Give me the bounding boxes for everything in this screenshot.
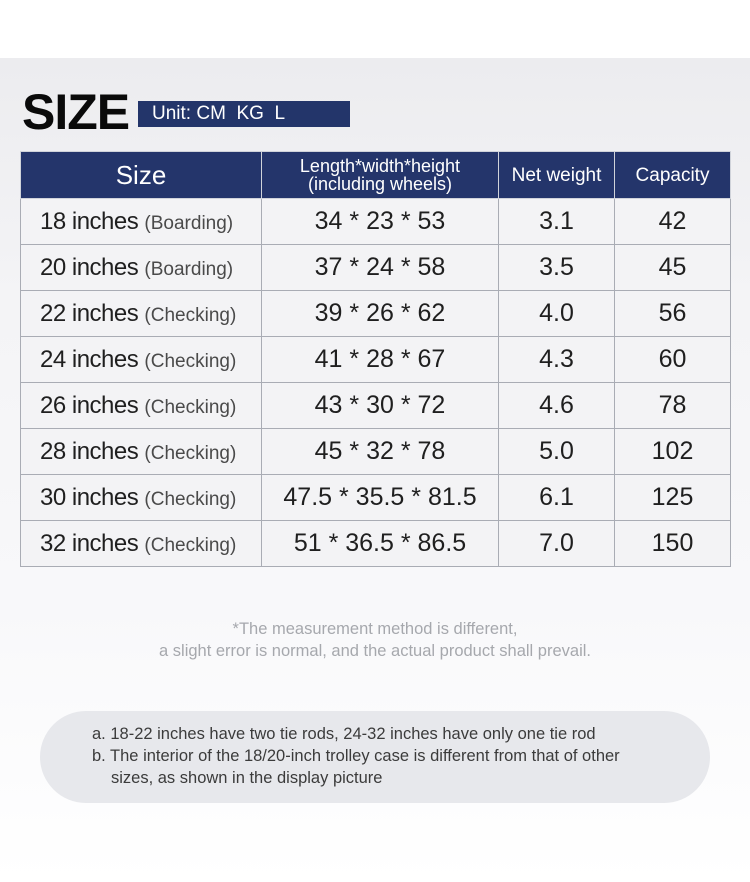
size-value: 24 inches xyxy=(40,345,139,373)
net-weight-cell: 4.3 xyxy=(498,336,615,383)
size-value: 22 inches xyxy=(40,299,139,327)
net-weight-cell: 3.5 xyxy=(498,244,615,291)
capacity-cell: 60 xyxy=(614,336,731,383)
table-body: 18 inches (Boarding) 34 * 23 * 53 3.1 42 20 … xyxy=(20,198,731,567)
table-row: 26 inches (Checking) 43 * 30 * 72 4.6 78 xyxy=(20,382,731,429)
table-row: 32 inches (Checking) 51 * 36.5 * 86.5 7.0 1… xyxy=(20,520,731,567)
note-a: a. 18-22 inches have two tie rods, 24-32… xyxy=(92,725,596,743)
column-header-size: Size xyxy=(20,151,262,199)
size-type: (Checking) xyxy=(144,488,237,510)
size-value: 20 inches xyxy=(40,253,139,281)
size-type: (Checking) xyxy=(144,350,237,372)
capacity-cell: 42 xyxy=(614,198,731,245)
size-cell: 20 inches (Boarding) xyxy=(20,244,262,291)
size-type: (Boarding) xyxy=(144,258,234,280)
table-header-row: Size Length*width*height (including whee… xyxy=(20,151,731,199)
dimensions-cell: 39 * 26 * 62 xyxy=(261,290,499,337)
size-value: 30 inches xyxy=(40,483,139,511)
net-weight-cell: 4.0 xyxy=(498,290,615,337)
size-cell: 32 inches (Checking) xyxy=(20,520,262,567)
table-row: 28 inches (Checking) 45 * 32 * 78 5.0 102 xyxy=(20,428,731,475)
column-header-capacity: Capacity xyxy=(614,151,731,199)
column-header-dimensions: Length*width*height (including wheels) xyxy=(261,151,499,199)
dimensions-cell: 41 * 28 * 67 xyxy=(261,336,499,383)
size-cell: 30 inches (Checking) xyxy=(20,474,262,521)
size-value: 32 inches xyxy=(40,529,139,557)
column-header-net-weight: Net weight xyxy=(498,151,615,199)
measurement-disclaimer: *The measurement method is different, a … xyxy=(0,618,750,662)
capacity-cell: 125 xyxy=(614,474,731,521)
size-type: (Checking) xyxy=(144,396,237,418)
dimensions-cell: 43 * 30 * 72 xyxy=(261,382,499,429)
size-value: 18 inches xyxy=(40,207,139,235)
size-cell: 22 inches (Checking) xyxy=(20,290,262,337)
dimensions-header-line2: (including wheels) xyxy=(307,174,453,194)
capacity-cell: 150 xyxy=(614,520,731,567)
dimensions-cell: 51 * 36.5 * 86.5 xyxy=(261,520,499,567)
size-type: (Checking) xyxy=(144,304,237,326)
net-weight-cell: 4.6 xyxy=(498,382,615,429)
dimensions-cell: 45 * 32 * 78 xyxy=(261,428,499,475)
net-weight-cell: 7.0 xyxy=(498,520,615,567)
size-cell: 24 inches (Checking) xyxy=(20,336,262,383)
table-row: 18 inches (Boarding) 34 * 23 * 53 3.1 42 xyxy=(20,198,731,245)
size-cell: 28 inches (Checking) xyxy=(20,428,262,475)
table-row: 22 inches (Checking) 39 * 26 * 62 4.0 56 xyxy=(20,290,731,337)
size-type: (Boarding) xyxy=(144,212,234,234)
dimensions-cell: 34 * 23 * 53 xyxy=(261,198,499,245)
net-weight-cell: 6.1 xyxy=(498,474,615,521)
size-type: (Checking) xyxy=(144,442,237,464)
net-weight-cell: 3.1 xyxy=(498,198,615,245)
size-value: 28 inches xyxy=(40,437,139,465)
disclaimer-line-1: *The measurement method is different, xyxy=(232,620,518,638)
size-value: 26 inches xyxy=(40,391,139,419)
notes-panel xyxy=(40,711,710,803)
table-row: 20 inches (Boarding) 37 * 24 * 58 3.5 45 xyxy=(20,244,731,291)
capacity-cell: 102 xyxy=(614,428,731,475)
net-weight-cell: 5.0 xyxy=(498,428,615,475)
dimensions-cell: 37 * 24 * 58 xyxy=(261,244,499,291)
capacity-cell: 78 xyxy=(614,382,731,429)
table-row: 24 inches (Checking) 41 * 28 * 67 4.3 60 xyxy=(20,336,731,383)
table-row: 30 inches (Checking) 47.5 * 35.5 * 81.5 6.… xyxy=(20,474,731,521)
capacity-cell: 45 xyxy=(614,244,731,291)
size-cell: 18 inches (Boarding) xyxy=(20,198,262,245)
unit-badge: Unit: CM KG L xyxy=(138,101,350,127)
dimensions-cell: 47.5 * 35.5 * 81.5 xyxy=(261,474,499,521)
notes-text: a. 18-22 inches have two tie rods, 24-32… xyxy=(92,723,692,789)
page-title: SIZE xyxy=(22,84,130,140)
size-table: Size Length*width*height (including whee… xyxy=(20,151,731,567)
size-type: (Checking) xyxy=(144,534,237,556)
disclaimer-line-2: a slight error is normal, and the actual… xyxy=(159,642,591,660)
note-b-line-1: b. The interior of the 18/20-inch trolle… xyxy=(92,747,620,765)
size-cell: 26 inches (Checking) xyxy=(20,382,262,429)
note-b-line-2: sizes, as shown in the display picture xyxy=(111,769,383,787)
capacity-cell: 56 xyxy=(614,290,731,337)
dimensions-header-line1: Length*width*height xyxy=(299,156,461,176)
